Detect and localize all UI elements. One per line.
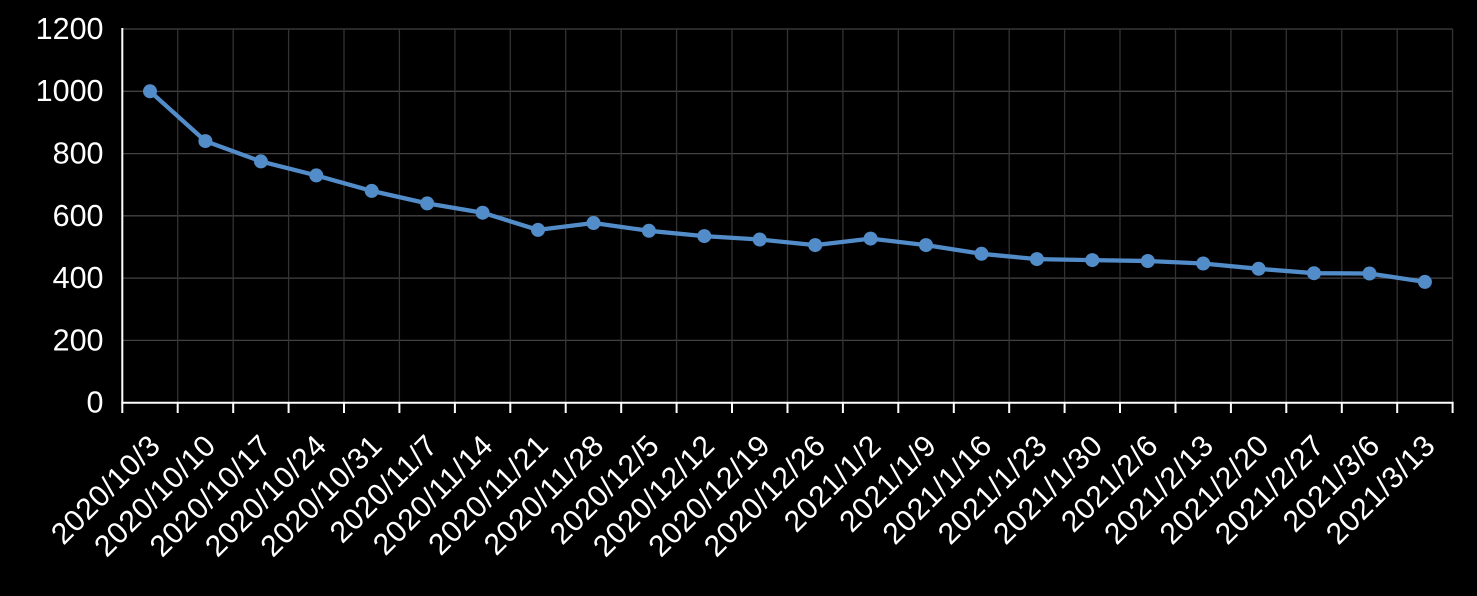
- svg-text:200: 200: [53, 323, 104, 357]
- svg-text:1000: 1000: [36, 74, 104, 108]
- svg-text:400: 400: [53, 261, 104, 295]
- svg-text:1200: 1200: [36, 12, 104, 46]
- svg-text:0: 0: [87, 386, 104, 420]
- svg-text:600: 600: [53, 199, 104, 233]
- svg-text:800: 800: [53, 137, 104, 171]
